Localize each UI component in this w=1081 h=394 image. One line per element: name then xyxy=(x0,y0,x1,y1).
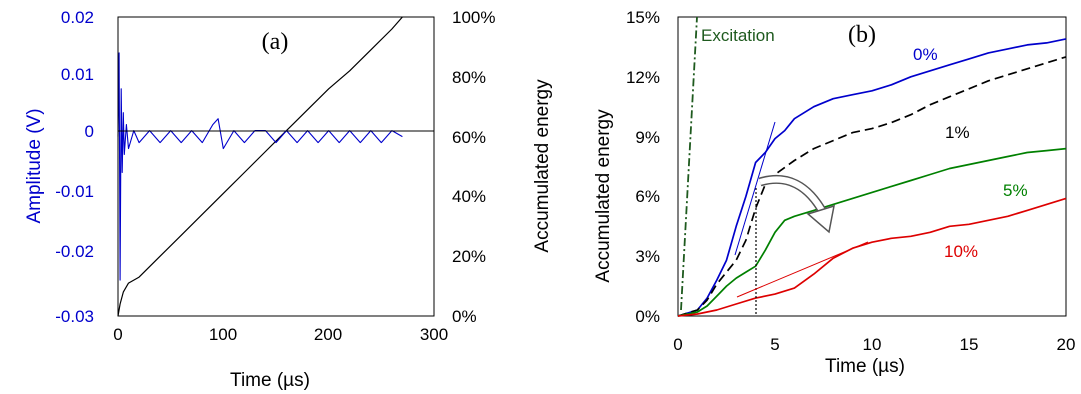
panel-a-y-right-tick: 40% xyxy=(452,187,486,206)
panel-b-traces xyxy=(677,38,1067,317)
panel-b-x-axis-label: Time (µs) xyxy=(825,356,905,377)
panel-a-x-tick: 300 xyxy=(420,325,448,344)
panel-a-y-left-tick: 0 xyxy=(85,122,94,141)
panel-a-x-tick: 100 xyxy=(209,325,237,344)
panel-a-y-left-axis-label: Amplitude (V) xyxy=(24,108,45,223)
energy-series-line xyxy=(117,16,403,317)
panel-b-label: (b) xyxy=(848,22,876,48)
panel-a-x-tick: 200 xyxy=(314,325,342,344)
panel-b-y-tick: 6% xyxy=(635,187,660,206)
panel-a-x-tick: 0 xyxy=(113,325,122,344)
series-line-10pct xyxy=(677,197,1067,317)
panel-b-y-ticks: 0% 3% 6% 9% 12% 15% xyxy=(626,8,660,326)
series-line-0pct xyxy=(677,38,1067,317)
panel-b-y-tick: 9% xyxy=(635,128,660,147)
panel-a-y-right-tick: 20% xyxy=(452,247,486,266)
panel-a-y-left-tick: -0.03 xyxy=(55,307,94,326)
panel-b-plot-frame xyxy=(677,16,1067,317)
series-label-5pct: 5% xyxy=(1003,181,1028,200)
blue-fit-line xyxy=(734,121,776,256)
panel-a-y-left-tick: 0.01 xyxy=(61,65,94,84)
shift-arrow-inner xyxy=(759,176,827,216)
series-line-5pct xyxy=(677,147,1067,317)
panel-a-y-left-tick: -0.02 xyxy=(55,242,94,261)
shift-arrowhead xyxy=(806,204,835,234)
series-label-10pct: 10% xyxy=(944,242,978,261)
panel-b-x-tick: 10 xyxy=(863,335,882,354)
excitation-line xyxy=(680,16,698,311)
panel-a-plot-frame xyxy=(117,16,435,317)
panel-a-traces xyxy=(117,16,403,317)
panel-b-y-tick: 12% xyxy=(626,68,660,87)
panel-b-y-tick: 15% xyxy=(626,8,660,27)
panel-b-x-tick: 5 xyxy=(770,335,779,354)
panel-a-y-right-axis-label: Accumulated energy xyxy=(532,79,553,253)
series-line-1pct xyxy=(677,56,1067,317)
series-label-1pct: 1% xyxy=(945,123,970,142)
panel-a: 0 100 200 300 -0.03 -0.02 -0.01 0 0.01 0… xyxy=(24,8,553,391)
panel-b-y-tick: 3% xyxy=(635,247,660,266)
panel-a-y-right-ticks: 0% 20% 40% 60% 80% 100% xyxy=(452,8,495,326)
panel-a-y-left-tick: -0.01 xyxy=(55,182,94,201)
panel-b-y-tick: 0% xyxy=(635,307,660,326)
panel-a-label: (a) xyxy=(262,29,289,55)
panel-a-y-right-tick: 100% xyxy=(452,8,495,27)
panel-b: 0 5 10 15 20 0% 3% 6% 9% 12% 15% Time (µ… xyxy=(593,8,1075,377)
amplitude-series-line xyxy=(117,52,403,281)
panel-a-x-axis-label: Time (µs) xyxy=(230,370,310,391)
series-label-0pct: 0% xyxy=(913,45,938,64)
panel-a-x-ticks: 0 100 200 300 xyxy=(113,325,448,344)
panel-b-x-tick: 15 xyxy=(960,335,979,354)
panel-b-x-tick: 0 xyxy=(673,335,682,354)
panel-b-x-ticks: 0 5 10 15 20 xyxy=(673,335,1075,354)
panel-a-y-left-tick: 0.02 xyxy=(61,8,94,27)
panel-b-x-tick: 20 xyxy=(1057,335,1076,354)
panel-a-y-right-tick: 0% xyxy=(452,307,477,326)
panel-a-y-right-tick: 60% xyxy=(452,128,486,147)
red-fit-line xyxy=(736,241,869,298)
panel-a-y-left-ticks: -0.03 -0.02 -0.01 0 0.01 0.02 xyxy=(55,8,94,326)
excitation-label: Excitation xyxy=(701,26,775,45)
panel-b-y-axis-label: Accumulated energy xyxy=(593,109,614,283)
panel-a-y-right-tick: 80% xyxy=(452,68,486,87)
